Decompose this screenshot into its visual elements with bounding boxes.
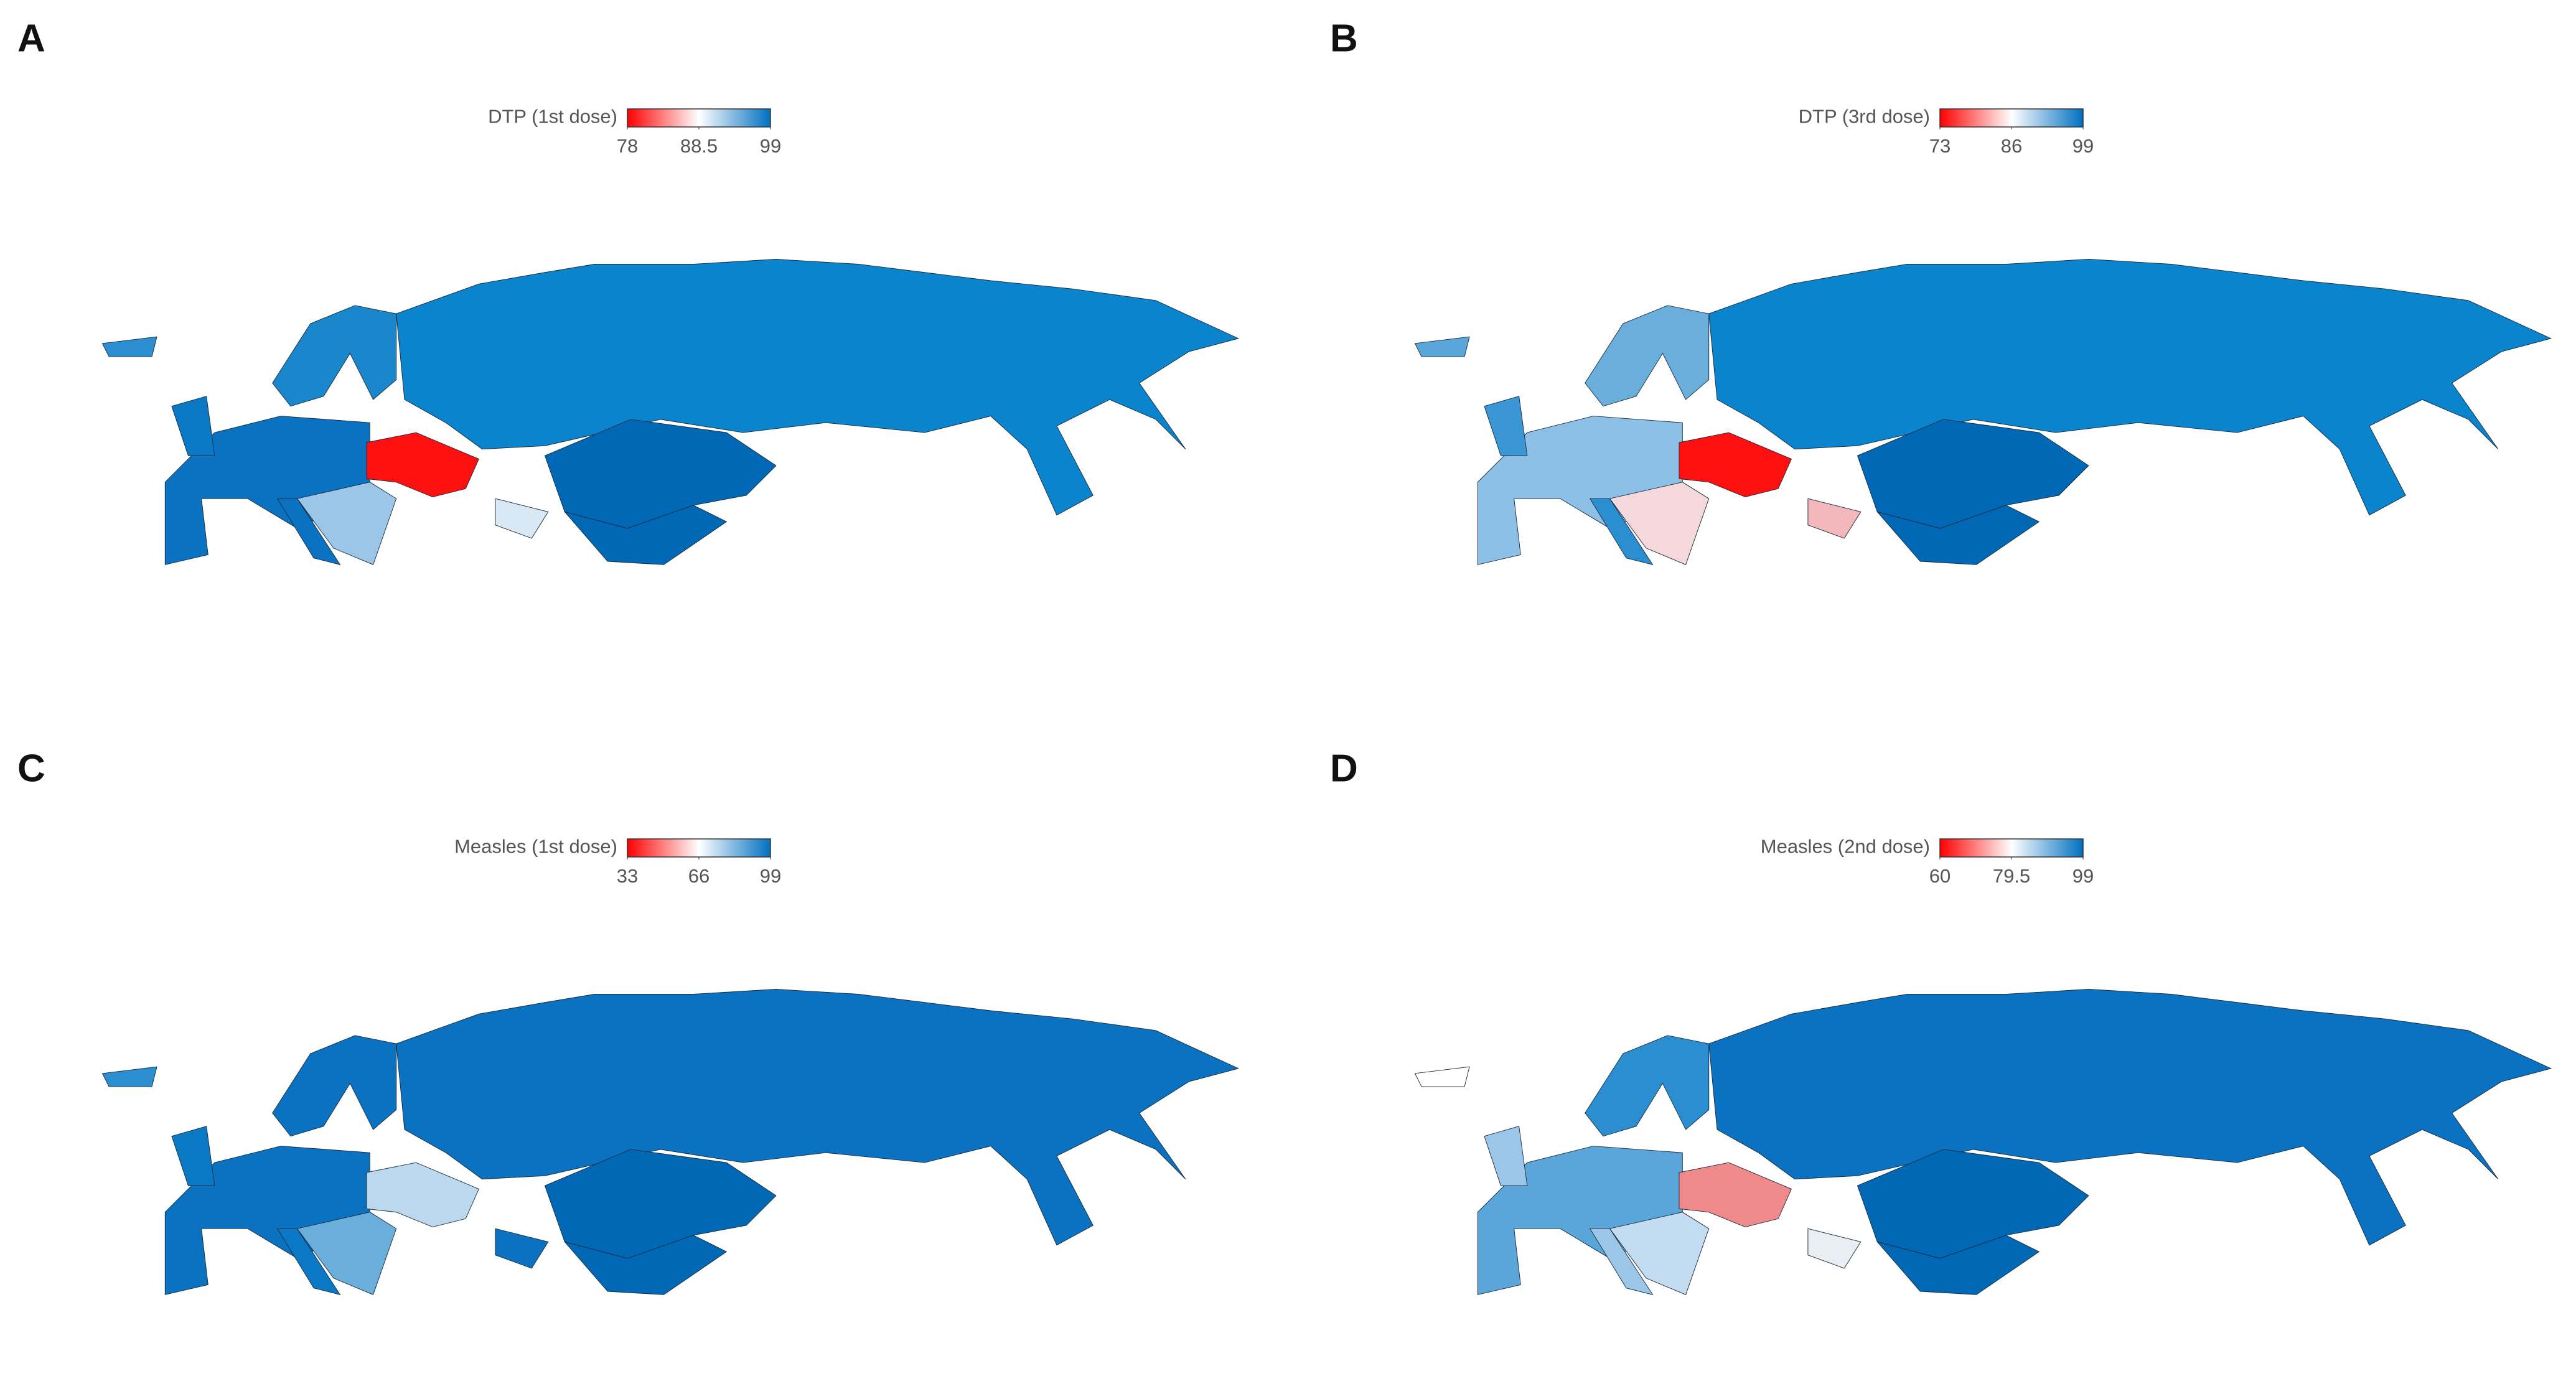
country <box>1876 505 2040 565</box>
map <box>101 259 1240 566</box>
country <box>1414 336 1470 357</box>
panel-label: C <box>17 747 45 790</box>
country <box>101 336 157 357</box>
legend-title: Measles (2nd dose) <box>1761 836 1930 858</box>
legend-tick-label: 73 <box>1929 135 1951 157</box>
country <box>1589 498 1654 566</box>
legend-tick-label: 99 <box>2073 865 2094 887</box>
country <box>495 1228 549 1269</box>
country <box>171 1126 215 1186</box>
country <box>272 305 397 407</box>
country <box>276 498 341 566</box>
country <box>1484 1126 1528 1186</box>
country <box>296 482 397 565</box>
legend-tick-label: 60 <box>1929 865 1951 887</box>
country <box>1807 1228 1862 1269</box>
country <box>1414 1066 1470 1087</box>
panel-label: B <box>1330 17 1358 60</box>
country <box>296 1212 397 1295</box>
country <box>1708 989 2552 1246</box>
country <box>1609 1212 1710 1295</box>
country <box>366 1162 479 1228</box>
legend-tick-label: 33 <box>617 865 638 887</box>
country <box>366 432 479 498</box>
country <box>1679 432 1792 498</box>
legend-colorbar <box>627 108 771 128</box>
panel: D Measles (2nd dose) 60 79.5 99 <box>1330 747 2552 1296</box>
legend-tick-label: 99 <box>760 865 781 887</box>
legend-colorbar <box>1939 838 2084 858</box>
country <box>101 1066 157 1087</box>
legend-tick-label: 78 <box>617 135 638 157</box>
legend-colorbar <box>627 838 771 858</box>
country <box>1585 305 1710 407</box>
legend-title: DTP (3rd dose) <box>1799 106 1930 128</box>
country <box>1876 1235 2040 1295</box>
panel: B DTP (3rd dose) 73 86 99 <box>1330 17 2552 566</box>
legend-tick-label: 66 <box>688 865 710 887</box>
country <box>1807 498 1862 539</box>
country <box>563 505 728 565</box>
legend-tick-label: 88.5 <box>680 135 718 157</box>
country <box>1679 1162 1792 1228</box>
country <box>1484 396 1528 456</box>
legend-tick-label: 86 <box>2001 135 2022 157</box>
country <box>1609 482 1710 565</box>
country <box>171 396 215 456</box>
country <box>396 259 1240 516</box>
country <box>396 989 1240 1246</box>
legend-title: Measles (1st dose) <box>454 836 617 858</box>
panel-label: A <box>17 17 45 60</box>
map <box>1414 259 2552 566</box>
country <box>276 1228 341 1296</box>
country <box>495 498 549 539</box>
panel: C Measles (1st dose)33 66 99 <box>17 747 1240 1296</box>
country <box>563 1235 728 1295</box>
legend-title: DTP (1st dose) <box>488 106 617 128</box>
legend-tick-label: 99 <box>760 135 781 157</box>
country <box>1708 259 2552 516</box>
panel: A DTP (1st dose)78 88.5 99 <box>17 17 1240 566</box>
country <box>1589 1228 1654 1296</box>
legend-tick-label: 79.5 <box>1993 865 2030 887</box>
country <box>1585 1035 1710 1137</box>
map <box>1414 989 2552 1296</box>
legend-colorbar <box>1939 108 2084 128</box>
map <box>101 989 1240 1296</box>
panel-label: D <box>1330 747 1358 790</box>
country <box>272 1035 397 1137</box>
legend-tick-label: 99 <box>2073 135 2094 157</box>
